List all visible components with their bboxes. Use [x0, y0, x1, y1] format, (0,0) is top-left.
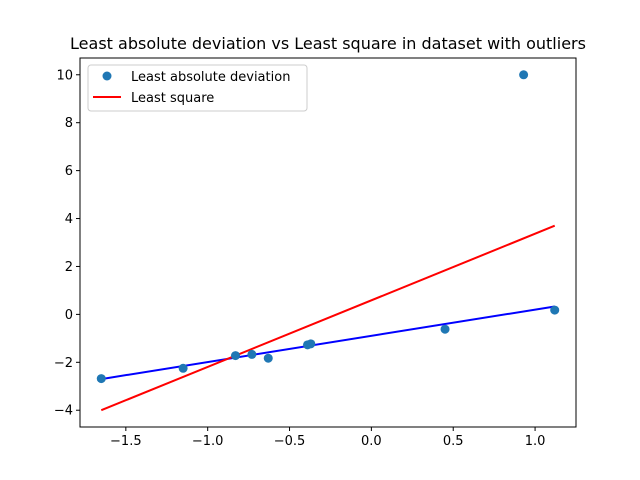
x-tick-label: −1.5 [110, 434, 142, 449]
legend-label-ls: Least square [131, 91, 214, 106]
y-tick-label: 0 [65, 308, 73, 323]
least-square-line [100, 224, 556, 412]
y-axis-ticks: −4 −2 0 2 4 6 8 10 [54, 68, 80, 419]
data-point [178, 363, 188, 373]
data-point [247, 349, 257, 359]
legend-box [87, 64, 308, 112]
x-tick-label: 0.5 [443, 434, 464, 449]
x-tick-label: 1.0 [525, 434, 546, 449]
y-tick-label: 8 [65, 116, 73, 131]
x-tick-label: −1.0 [192, 434, 224, 449]
x-tick-label: −0.5 [274, 434, 306, 449]
y-tick-label: 4 [65, 212, 73, 227]
y-tick-label: 10 [56, 68, 73, 83]
x-tick-label: 0.0 [361, 434, 382, 449]
data-point [306, 339, 316, 349]
chart-title: Least absolute deviation vs Least square… [70, 34, 586, 53]
y-tick-label: 6 [65, 164, 73, 179]
x-axis-ticks: −1.5 −1.0 −0.5 0.0 0.5 1.0 [110, 427, 545, 449]
legend: Least absolute deviation Least square [87, 64, 308, 112]
data-point [550, 305, 560, 315]
data-point [96, 374, 106, 384]
data-point [263, 353, 273, 363]
least-absolute-deviation-fit-line [101, 305, 555, 381]
data-point [440, 324, 450, 334]
legend-marker-scatter [102, 71, 112, 81]
y-tick-label: −2 [54, 356, 73, 371]
legend-label-lad: Least absolute deviation [131, 70, 290, 85]
plot-marks [96, 70, 560, 412]
y-tick-label: −4 [54, 404, 73, 419]
axes-frame [79, 57, 577, 428]
data-point [231, 351, 241, 361]
y-tick-label: 2 [65, 260, 73, 275]
data-point [519, 70, 529, 80]
